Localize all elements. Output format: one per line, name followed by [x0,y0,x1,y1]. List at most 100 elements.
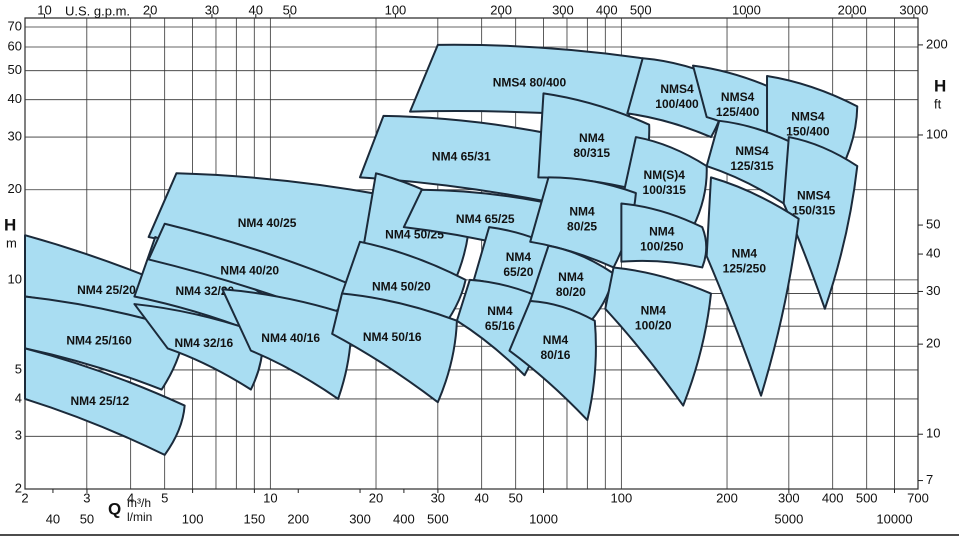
x-tick-label: 300 [778,490,800,505]
region-label: NM4 25/160 [66,333,132,347]
y-tick-label: 70 [8,18,22,33]
region-label: NMS4 [721,90,755,104]
pump-region [782,136,859,310]
x2-tick-label: 3000 [899,2,928,17]
y2-tick-label: 100 [926,126,948,141]
y2-tick-label: 7 [926,472,933,487]
region-label: 100/250 [640,240,684,254]
x2-tick-label: 100 [385,2,407,17]
x-tick-label: 4 [127,490,134,505]
x3-tick-label: 100 [182,511,204,526]
region-label: NM4 65/31 [432,150,491,164]
x-tick-label: 200 [716,490,738,505]
region-label: NMS4 80/400 [493,75,567,89]
pump-region [24,295,186,391]
x3-tick-label: 400 [393,511,415,526]
y-tick-label: 5 [15,361,22,376]
region-label: NM4 32/20 [175,284,234,298]
x3-tick-label: 300 [349,511,371,526]
x-tick-label: 50 [508,490,522,505]
y-tick-label: 20 [8,181,22,196]
x2-tick-label: 200 [490,2,512,17]
y2-tick-label: 20 [926,336,940,351]
x3-tick-label: 500 [427,511,449,526]
x-tick-label: 40 [474,490,488,505]
y-tick-label: 3 [15,428,22,443]
y-tick-label: 60 [8,38,22,53]
y-axis-label: H [4,215,16,234]
x3-tick-label: 50 [80,511,94,526]
y2-tick-label: 30 [926,283,940,298]
region-label: NM4 [569,205,595,219]
region-label: 65/16 [485,319,515,333]
region-label: NMS4 [735,144,769,158]
x2-tick-label: 50 [283,2,297,17]
x3-tick-label: 40 [46,511,60,526]
x-axis-unit: m³/h [127,496,151,510]
pump-region [508,299,597,422]
region-label: NM4 32/16 [175,336,234,350]
x2-tick-label: 2000 [838,2,867,17]
region-label: NM4 [732,247,758,261]
x2-tick-label: 10 [37,2,51,17]
x3-tick-label: 150 [244,511,266,526]
region-label: NM4 50/20 [372,279,431,293]
y-axis-unit: m [6,235,17,250]
pump-region [24,347,186,456]
x3-tick-label: 200 [287,511,309,526]
x-tick-label: 400 [822,490,844,505]
region-label: NMS4 [660,82,694,96]
region-label: 150/315 [792,204,836,218]
region-label: NM4 [641,304,667,318]
x-tick-label: 10 [263,490,277,505]
x-tick-label: 500 [856,490,878,505]
region-label: 80/20 [556,285,586,299]
x2-tick-label: 20 [143,2,157,17]
x-tick-label: 20 [369,490,383,505]
region-label: NM4 40/20 [220,263,279,277]
x-top-axis-label: U.S. g.p.m. [65,3,130,18]
region-label: 80/25 [567,220,597,234]
region-label: 150/400 [786,125,830,139]
y2-tick-label: 200 [926,36,948,51]
x-tick-label: 700 [907,490,929,505]
y2-axis-unit: ft [934,96,942,111]
y2-tick-label: 50 [926,216,940,231]
region-label: NMS4 [791,110,825,124]
region-label: 100/20 [635,319,672,333]
region-label: 65/20 [503,265,533,279]
y-tick-label: 30 [8,129,22,144]
y-tick-label: 4 [15,390,22,405]
x2-tick-label: 500 [630,2,652,17]
region-label: 100/400 [655,97,699,111]
y-tick-label: 2 [15,480,22,495]
x2-tick-label: 1000 [732,2,761,17]
y-tick-label: 10 [8,271,22,286]
y2-tick-label: 40 [926,245,940,260]
region-label: 80/315 [573,146,610,160]
region-label: 125/315 [730,159,774,173]
pump-region [133,303,264,391]
x2-tick-label: 400 [596,2,618,17]
region-label: NM4 [543,333,569,347]
x-tick-label: 3 [83,490,90,505]
pump-region [705,176,800,397]
x2-tick-label: 300 [552,2,574,17]
region-label: NMS4 [797,189,831,203]
region-label: NM4 [579,131,605,145]
region-label: 100/315 [643,183,687,197]
y2-axis-label: H [934,76,946,95]
region-label: 125/400 [716,105,760,119]
region-label: NM4 40/16 [261,331,320,345]
region-label: NM4 25/12 [70,394,129,408]
x-tick-label: 100 [611,490,633,505]
region-label: NM4 40/25 [238,216,297,230]
x2-tick-label: 40 [249,2,263,17]
x-axis-label: Q [108,499,121,518]
region-label: NM4 [649,225,675,239]
pump-region [221,288,353,400]
region-label: NM4 65/25 [456,212,515,226]
